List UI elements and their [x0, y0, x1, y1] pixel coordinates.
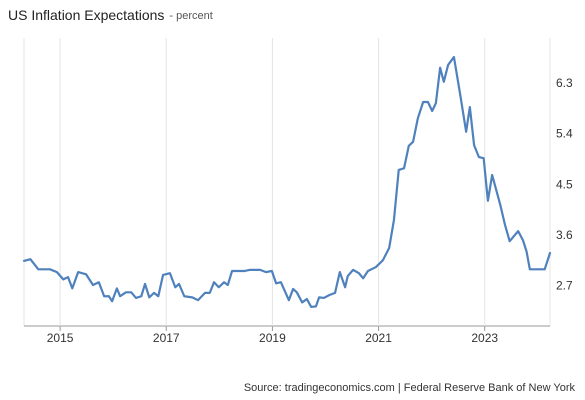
y-tick-label: 5.4	[556, 127, 573, 141]
x-tick-label: 2019	[259, 331, 286, 345]
subtitle: - percent	[169, 10, 212, 22]
x-tick-label: 2017	[153, 331, 180, 345]
title: US Inflation Expectations	[8, 7, 164, 23]
y-tick-label: 4.5	[556, 177, 573, 191]
y-tick-label: 3.6	[556, 228, 573, 242]
y-tick-label: 2.7	[556, 278, 573, 292]
y-tick-label: 6.3	[556, 76, 573, 90]
x-tick-label: 2021	[365, 331, 392, 345]
source: Source: tradingeconomics.com | Federal R…	[244, 382, 576, 394]
data-line	[22, 55, 552, 309]
x-tick-label: 2023	[471, 331, 498, 345]
chart-title: US Inflation Expectations - percent	[8, 7, 213, 23]
x-tick-label: 2015	[47, 331, 74, 345]
